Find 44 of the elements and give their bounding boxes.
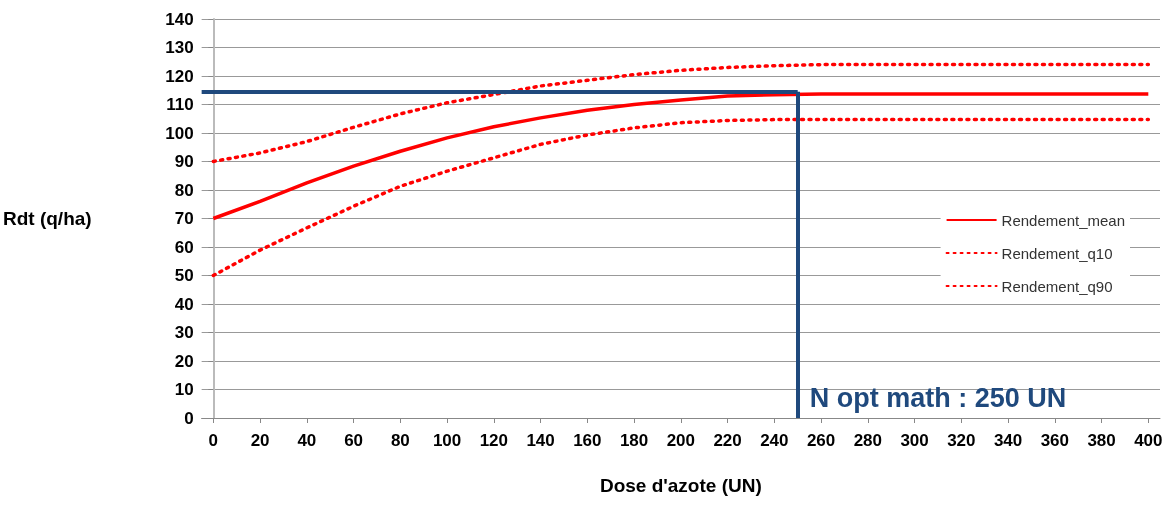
y-tick-label: 120 bbox=[165, 66, 194, 86]
x-tick-label: 160 bbox=[573, 431, 602, 450]
x-tick-label: 280 bbox=[853, 431, 883, 450]
x-axis-title: Dose d'azote (UN) bbox=[599, 475, 762, 496]
legend-label: Rendement_q90 bbox=[1001, 277, 1113, 295]
legend-label: Rendement_q10 bbox=[1001, 244, 1113, 262]
x-tick-label: 140 bbox=[526, 431, 555, 450]
x-tick-label: 120 bbox=[479, 431, 509, 450]
x-tick-label: 180 bbox=[619, 431, 649, 450]
y-tick-label: 10 bbox=[174, 380, 194, 399]
x-tick-label: 360 bbox=[1040, 431, 1069, 450]
x-tick-label: 400 bbox=[1134, 431, 1163, 450]
x-tick-label: 20 bbox=[250, 431, 270, 450]
y-tick-label: 90 bbox=[174, 152, 194, 171]
y-tick-label: 40 bbox=[174, 294, 194, 314]
y-tick-label: 130 bbox=[165, 38, 194, 57]
y-tick-label: 100 bbox=[165, 123, 194, 143]
y-tick-label: 70 bbox=[174, 209, 194, 228]
x-tick-label: 220 bbox=[713, 431, 742, 450]
x-tick-label: 80 bbox=[390, 431, 410, 450]
y-tick-label: 0 bbox=[184, 408, 194, 428]
x-tick-label: 260 bbox=[806, 431, 836, 450]
y-tick-label: 140 bbox=[165, 9, 194, 29]
x-tick-label: 200 bbox=[666, 431, 696, 450]
y-tick-label: 30 bbox=[174, 323, 194, 342]
y-axis-title: Rdt (q/ha) bbox=[2, 208, 92, 229]
x-tick-label: 380 bbox=[1087, 431, 1116, 450]
x-tick-label: 240 bbox=[760, 431, 789, 450]
x-tick-label: 300 bbox=[900, 431, 929, 450]
y-tick-label: 60 bbox=[174, 237, 194, 257]
y-tick-label: 20 bbox=[174, 351, 194, 371]
x-tick-label: 320 bbox=[947, 431, 976, 450]
annotation: N opt math : 250 UN bbox=[809, 382, 1067, 413]
line-series bbox=[211, 117, 1151, 278]
legend-label: Rendement_mean bbox=[1001, 211, 1126, 229]
x-tick-label: 40 bbox=[297, 431, 317, 450]
x-tick-label: 100 bbox=[432, 431, 462, 450]
y-tick-label: 50 bbox=[174, 266, 194, 285]
x-tick-label: 0 bbox=[208, 431, 219, 450]
y-tick-label: 80 bbox=[174, 180, 194, 200]
x-tick-label: 340 bbox=[993, 431, 1023, 450]
x-tick-label: 60 bbox=[344, 431, 364, 450]
line-series bbox=[211, 62, 1151, 164]
y-tick-label: 110 bbox=[166, 95, 194, 114]
